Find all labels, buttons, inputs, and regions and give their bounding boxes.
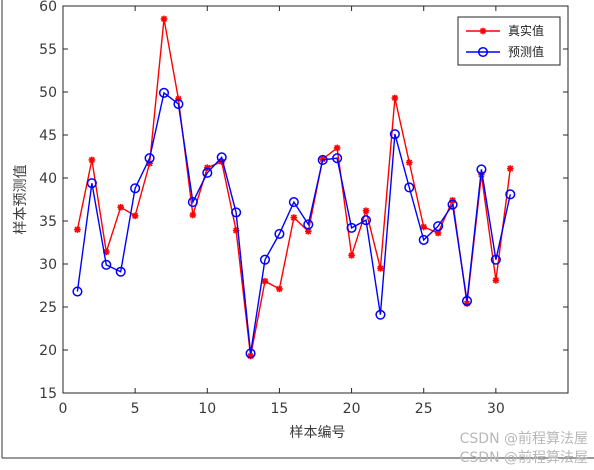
series-1-point xyxy=(405,159,413,166)
plot-background xyxy=(63,6,568,393)
tick-labels: 0 5 10 15 20 25 30 15 20 25 30 35 40 45 50 55 60 xyxy=(39,0,505,417)
series-1-point xyxy=(131,212,139,220)
x-axis-label: 样本编号 xyxy=(290,425,346,441)
series-layer xyxy=(72,15,516,360)
series-1-point xyxy=(377,265,384,272)
series-1-point xyxy=(74,226,81,233)
x-tick-label: 10 xyxy=(198,401,216,417)
series-2-point xyxy=(259,254,271,265)
series-2-point xyxy=(490,254,501,265)
series-1-point xyxy=(391,94,399,102)
series-2-point xyxy=(433,221,444,232)
x-tick-label: 0 xyxy=(59,401,68,417)
series-2-point xyxy=(360,215,372,226)
series-2-point xyxy=(461,295,473,307)
series-2-point xyxy=(86,178,97,189)
plot-area xyxy=(63,6,568,393)
series-2-point xyxy=(158,87,170,98)
series-1-point xyxy=(420,223,428,231)
series-2-point xyxy=(231,207,242,218)
y-tick-label: 20 xyxy=(39,343,57,359)
y-axis-label: 样本预测值 xyxy=(13,165,29,235)
series-2-point xyxy=(173,98,184,110)
series-2-point xyxy=(346,222,357,233)
watermark-2: CSDN @前程算法屋 xyxy=(460,449,588,466)
y-tick-label: 50 xyxy=(39,85,57,101)
legend-label-1: 真实值 xyxy=(508,23,544,38)
x-tick-label: 25 xyxy=(415,401,433,417)
series-1-point xyxy=(506,165,514,172)
series-2-point xyxy=(288,197,299,208)
series-2-point xyxy=(115,266,126,277)
series-2-point xyxy=(447,199,458,210)
legend-marker-1 xyxy=(479,27,487,35)
x-tick-label: 20 xyxy=(343,401,361,417)
series-2-point xyxy=(505,189,516,200)
series-2-point xyxy=(101,259,112,270)
axes-box xyxy=(62,5,569,394)
series-2-point xyxy=(389,129,400,140)
series-2-point xyxy=(202,167,213,178)
series-2-point xyxy=(476,164,487,175)
series-2-point xyxy=(187,197,198,208)
legend-marker-2 xyxy=(477,46,489,58)
series-1-point xyxy=(189,211,197,219)
legend-label-2: 预测值 xyxy=(508,44,544,59)
series-2-point xyxy=(303,219,314,230)
series-1-point xyxy=(276,285,283,293)
series-1-point xyxy=(348,252,355,259)
y-tick-label: 45 xyxy=(39,128,57,144)
series-2-point xyxy=(216,152,227,163)
y-tick-label: 25 xyxy=(39,300,57,316)
axes-layer xyxy=(1,0,594,459)
series-1-point xyxy=(492,277,500,284)
series-2-point xyxy=(274,228,285,239)
series-1-point xyxy=(160,15,168,23)
series-1-point xyxy=(290,214,298,221)
series-2-point xyxy=(418,234,429,245)
y-tick-label: 60 xyxy=(39,0,57,15)
y-tick-label: 40 xyxy=(39,171,57,187)
series-2-point xyxy=(375,309,386,320)
series-2-point xyxy=(130,183,141,194)
x-tick-label: 15 xyxy=(271,401,289,417)
series-2-point xyxy=(144,153,155,164)
series-1-point xyxy=(88,156,96,164)
x-tick-label: 30 xyxy=(487,401,505,417)
x-tick-label: 5 xyxy=(131,401,140,417)
series-2-point xyxy=(317,154,328,165)
series-1-point xyxy=(117,203,125,211)
series-1-point xyxy=(362,207,370,214)
y-tick-label: 35 xyxy=(39,214,57,230)
series-1-point xyxy=(333,144,341,152)
series-2-point xyxy=(404,182,415,193)
legend-box xyxy=(457,16,561,66)
series-line-2 xyxy=(76,91,511,354)
watermark-1: CSDN @前程算法屋 xyxy=(460,430,588,447)
y-tick-label: 15 xyxy=(39,386,57,402)
series-2-point xyxy=(245,348,256,359)
series-2-point xyxy=(72,286,83,297)
series-1-point xyxy=(261,277,269,285)
y-tick-label: 55 xyxy=(39,42,57,58)
series-2-point xyxy=(332,153,343,164)
y-tick-label: 30 xyxy=(39,257,57,273)
